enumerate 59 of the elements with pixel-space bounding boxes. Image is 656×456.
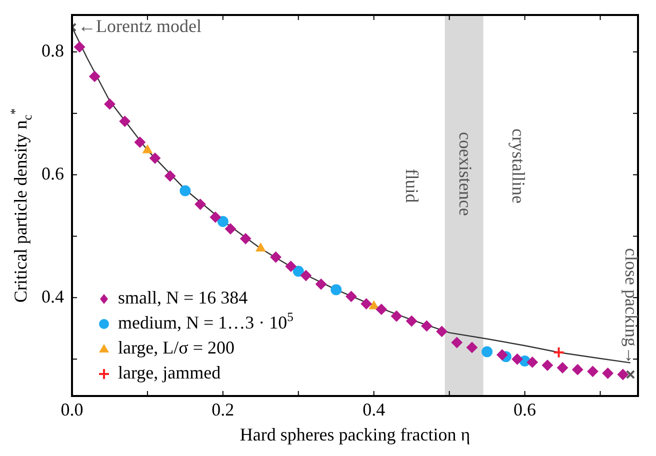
point — [194, 198, 206, 210]
y-tick-label: 0.8 — [42, 40, 64, 61]
point — [466, 342, 478, 353]
point — [602, 368, 614, 379]
point — [270, 252, 282, 263]
point — [512, 354, 523, 365]
annotation: close packing→ — [622, 248, 642, 364]
point — [376, 304, 387, 315]
x-axis-title: Hard spheres packing fraction η — [240, 424, 470, 445]
point — [526, 356, 538, 368]
legend-label: large, jammed — [118, 362, 221, 383]
point — [617, 368, 628, 380]
point — [391, 310, 402, 322]
point — [451, 337, 462, 348]
legend-label: large, L/σ = 200 — [118, 338, 234, 358]
point — [104, 98, 116, 110]
point — [482, 346, 493, 358]
point — [224, 223, 236, 234]
point — [256, 243, 266, 252]
point — [572, 364, 584, 376]
point — [300, 270, 312, 282]
point — [360, 298, 372, 310]
point — [240, 233, 252, 244]
annotation: crystalline — [508, 128, 529, 204]
point — [316, 278, 327, 290]
point — [142, 144, 152, 154]
point — [210, 212, 221, 223]
annotation: fluid — [402, 168, 422, 203]
point — [150, 152, 161, 164]
point — [119, 116, 130, 127]
band-label: coexistence — [455, 132, 476, 216]
y-axis-title: Critical particle density nc* — [8, 108, 35, 303]
point — [330, 284, 342, 296]
point — [557, 362, 568, 374]
x-tick-label: 0.4 — [362, 400, 386, 420]
point — [542, 360, 553, 371]
point — [369, 300, 379, 310]
x-tick-label: 0.2 — [212, 400, 234, 420]
point — [346, 290, 357, 302]
y-tick-label: 0.6 — [42, 164, 64, 184]
y-tick-label: 0.4 — [42, 286, 64, 306]
x-tick-label: 0.0 — [60, 400, 84, 420]
point — [406, 316, 418, 327]
point — [496, 349, 508, 360]
point — [436, 326, 448, 337]
point — [164, 170, 176, 182]
point — [217, 216, 228, 227]
point — [421, 320, 432, 332]
annotation: ←Lorentz model — [78, 16, 202, 36]
point — [285, 260, 296, 272]
point — [89, 70, 100, 82]
point — [292, 266, 304, 277]
point — [587, 366, 598, 377]
point — [134, 136, 146, 148]
point — [74, 41, 86, 52]
legend-label: small, N = 16 384 — [118, 288, 248, 308]
point — [552, 346, 565, 358]
x-tick-label: 0.6 — [514, 400, 536, 420]
point — [180, 185, 191, 196]
